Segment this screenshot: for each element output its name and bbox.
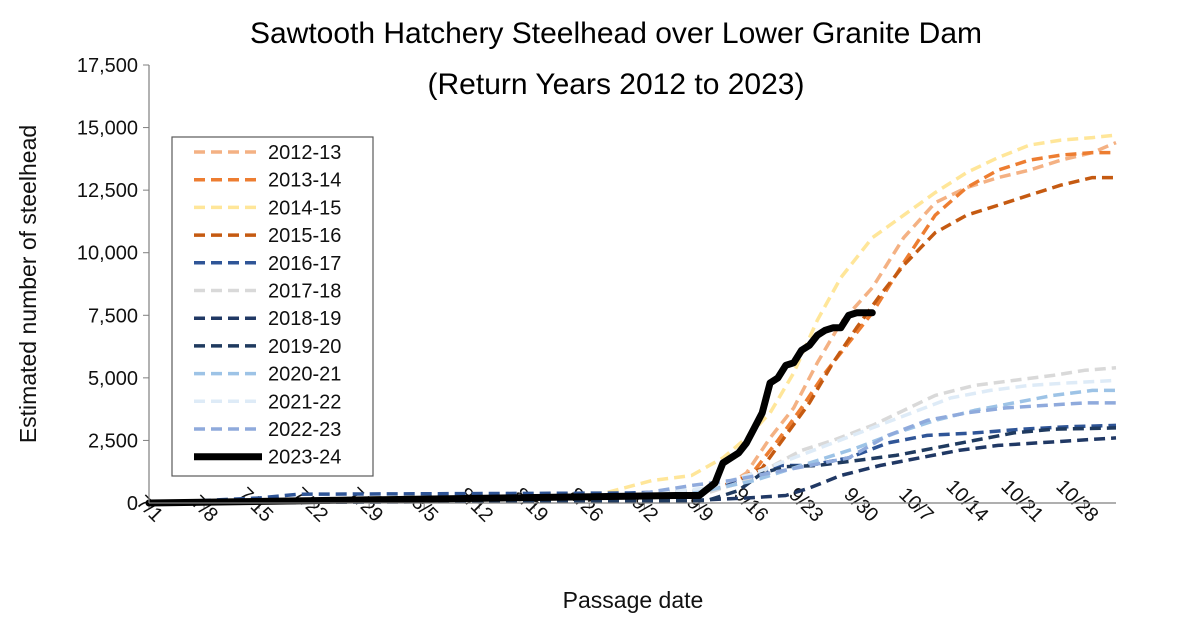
series-line-2023-24 — [145, 309, 876, 507]
series-line-2021-22 — [148, 378, 1117, 505]
legend-label: 2019-20 — [268, 336, 341, 358]
x-tick-label: 10/21 — [997, 476, 1048, 527]
legend-label: 2013-14 — [268, 170, 341, 192]
y-axis: 0 2,500 5,000 7,500 10,000 12,500 15,000 17,500 — [77, 55, 149, 515]
legend-label: 2021-22 — [268, 391, 341, 413]
series-line-2022-23 — [148, 401, 1116, 505]
series-lines — [145, 133, 1117, 507]
series-line-2019-20 — [148, 426, 1117, 505]
x-tick-label: 9/30 — [839, 483, 882, 526]
y-tick-label: 12,500 — [77, 180, 138, 202]
legend-label: 2016-17 — [268, 253, 341, 275]
chart-subtitle: (Return Years 2012 to 2023) — [428, 68, 805, 101]
legend-label: 2023-24 — [268, 447, 341, 469]
x-tick-label: 8/19 — [509, 483, 552, 526]
y-tick-label: 2,500 — [88, 430, 138, 452]
x-tick-label: 10/28 — [1052, 476, 1103, 527]
x-axis-title: Passage date — [563, 587, 704, 613]
x-tick-label: 7/29 — [344, 483, 387, 526]
x-tick-label: 10/7 — [894, 483, 937, 526]
y-tick-label: 5,000 — [88, 368, 138, 390]
series-line-2018-19 — [148, 436, 1117, 505]
series-line-2013-14 — [148, 150, 1116, 505]
legend-box — [171, 136, 374, 477]
y-tick-label: 7,500 — [88, 305, 138, 327]
legend-label: 2015-16 — [268, 225, 341, 247]
legend: 2012-13 2013-14 2014-15 2015-16 2016-17 2017-… — [171, 136, 374, 477]
x-tick-label: 7/8 — [187, 491, 222, 526]
legend-label: 2014-15 — [268, 197, 341, 219]
legend-label: 2022-23 — [268, 419, 341, 441]
series-line-2017-18 — [148, 366, 1117, 505]
y-tick-label: 0 — [127, 493, 138, 515]
legend-label: 2018-19 — [268, 308, 341, 330]
y-tick-label: 10,000 — [77, 243, 138, 265]
axis-lines — [148, 65, 1116, 504]
x-tick-label: 8/26 — [564, 483, 607, 526]
legend-label: 2017-18 — [268, 281, 341, 303]
x-tick-label: 10/14 — [942, 476, 993, 527]
y-axis-title: Estimated number of steelhead — [15, 125, 41, 443]
legend-label: 2012-13 — [268, 142, 341, 164]
y-tick-label: 17,500 — [77, 55, 138, 77]
x-tick-label: 9/23 — [784, 483, 827, 526]
y-tick-label: 15,000 — [77, 118, 138, 140]
chart-title: Sawtooth Hatchery Steelhead over Lower G… — [250, 17, 982, 50]
x-tick-label: 8/12 — [454, 483, 497, 526]
legend-label: 2020-21 — [268, 364, 341, 386]
x-tick-label: 7/22 — [289, 483, 332, 526]
series-line-2014-15 — [148, 133, 1117, 505]
